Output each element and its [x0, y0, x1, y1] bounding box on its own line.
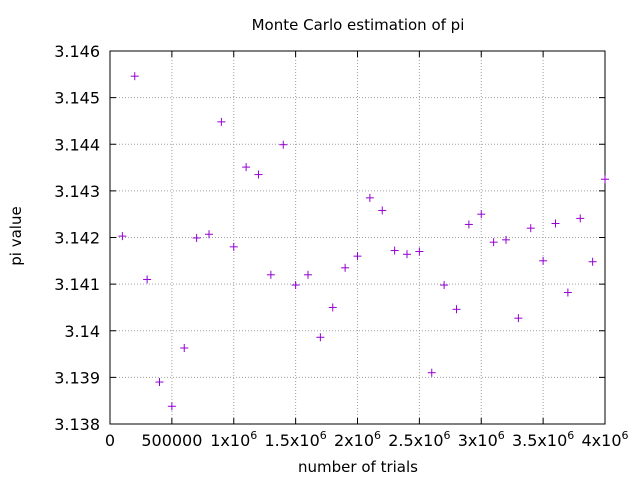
data-point: [477, 210, 486, 219]
y-tick-label: 3.145: [54, 89, 100, 108]
data-point: [217, 117, 226, 126]
data-point: [304, 270, 312, 279]
data-point: [378, 206, 387, 215]
y-axis-label: pi value: [7, 206, 25, 265]
data-point: [403, 250, 411, 259]
data-point: [242, 163, 251, 172]
data-point: [415, 247, 424, 256]
x-tick-label: 2x106: [334, 429, 381, 450]
data-point: [588, 257, 597, 266]
points-layer: [118, 72, 609, 411]
y-tick-label: 3.144: [54, 135, 100, 154]
data-point: [489, 238, 498, 247]
data-point: [192, 233, 201, 242]
data-point: [328, 303, 337, 312]
y-tick-label: 3.14: [64, 322, 100, 341]
data-point: [291, 281, 300, 290]
data-point: [254, 170, 263, 179]
x-tick-label: 500000: [141, 431, 202, 450]
y-tick-label: 3.142: [54, 229, 100, 248]
data-point: [205, 230, 213, 239]
data-point: [563, 288, 572, 297]
data-point: [390, 246, 399, 255]
data-point: [576, 214, 585, 223]
data-point: [118, 232, 127, 241]
data-point: [316, 333, 325, 342]
data-point: [452, 305, 461, 314]
x-axis-label: number of trials: [298, 458, 418, 476]
data-point: [464, 220, 473, 229]
x-tick-label: 3.5x106: [512, 429, 574, 450]
data-point: [155, 378, 164, 387]
data-point: [266, 270, 275, 279]
data-point: [130, 72, 139, 81]
data-point: [601, 175, 609, 184]
data-point: [353, 252, 362, 261]
x-tick-label: 4x106: [581, 429, 628, 450]
y-tick-label: 3.143: [54, 182, 100, 201]
y-tick-label: 3.139: [54, 368, 100, 387]
data-point: [502, 235, 510, 244]
data-point: [341, 263, 350, 272]
x-tick-label: 2.5x106: [388, 429, 450, 450]
x-tick-label: 3x106: [458, 429, 505, 450]
data-point: [539, 256, 548, 265]
data-point: [279, 140, 288, 149]
data-point: [167, 402, 176, 411]
data-point: [514, 314, 523, 323]
y-tick-label: 3.146: [54, 42, 100, 61]
tick-layer: 0 500000 1x106 1.5x106 2x106 2.5x106 3x106 3.5x…: [54, 42, 628, 450]
data-point: [551, 219, 560, 228]
x-tick-label: 1.5x106: [264, 429, 326, 450]
y-tick-label: 3.141: [54, 275, 100, 294]
data-point: [526, 224, 535, 233]
y-tick-label: 3.138: [54, 415, 100, 434]
data-point: [365, 193, 374, 202]
data-point: [427, 368, 436, 377]
x-tick-label: 1x106: [210, 429, 257, 450]
data-point: [180, 344, 189, 353]
data-point: [143, 275, 152, 284]
chart-title: Monte Carlo estimation of pi: [252, 16, 465, 34]
grid-layer: [110, 51, 605, 424]
data-point: [229, 242, 238, 251]
data-point: [440, 281, 449, 290]
x-tick-label: 0: [105, 431, 115, 450]
